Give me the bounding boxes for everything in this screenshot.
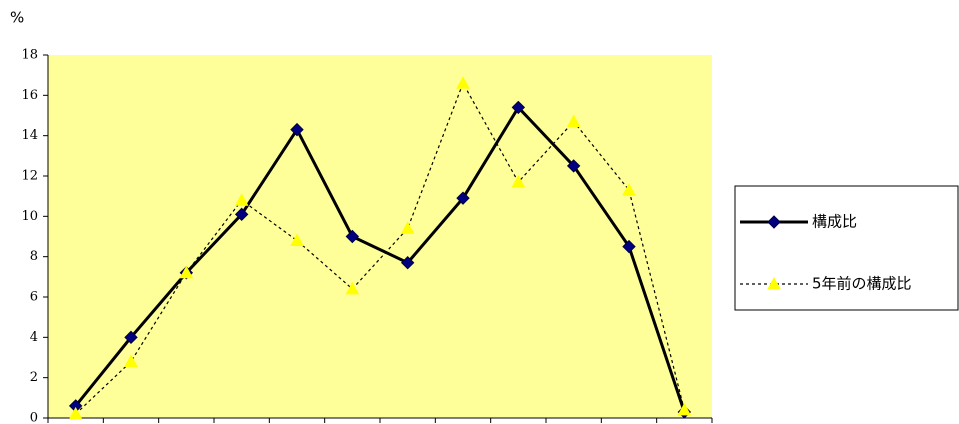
- y-tick-label: 6: [30, 290, 38, 305]
- point: [179, 265, 194, 279]
- point: [400, 256, 415, 270]
- legend-marker: [767, 276, 781, 290]
- plot-area: [48, 55, 712, 418]
- y-tick-label: 14: [21, 128, 38, 143]
- legend-label: 構成比: [812, 213, 857, 231]
- legend-label: 5年前の構成比: [812, 275, 912, 293]
- point: [622, 239, 636, 254]
- point: [290, 122, 304, 137]
- y-tick-label: 4: [30, 330, 38, 345]
- y-tick-label: 10: [21, 209, 38, 224]
- y-tick-label: 18: [21, 48, 38, 63]
- y-tick-label: 2: [30, 370, 38, 385]
- y-tick-label: 8: [30, 249, 38, 264]
- point: [124, 330, 138, 345]
- point: [511, 175, 526, 188]
- series-line: [75, 81, 685, 415]
- y-axis-label: %: [10, 9, 24, 27]
- point: [234, 207, 249, 222]
- point: [566, 159, 581, 173]
- point: [345, 281, 360, 295]
- y-tick-label: 16: [21, 88, 38, 103]
- point: [511, 100, 526, 115]
- series-line: [74, 104, 686, 413]
- point: [456, 191, 470, 205]
- legend-marker: [767, 215, 781, 229]
- point: [68, 406, 83, 420]
- point: [234, 193, 249, 206]
- point: [290, 233, 304, 247]
- point: [677, 402, 692, 416]
- y-tick-label: 12: [21, 169, 38, 184]
- point: [345, 229, 360, 244]
- y-tick-label: 0: [30, 411, 38, 424]
- point: [566, 114, 581, 128]
- point: [456, 76, 470, 89]
- point: [622, 183, 636, 196]
- point: [400, 221, 415, 234]
- point: [124, 354, 138, 368]
